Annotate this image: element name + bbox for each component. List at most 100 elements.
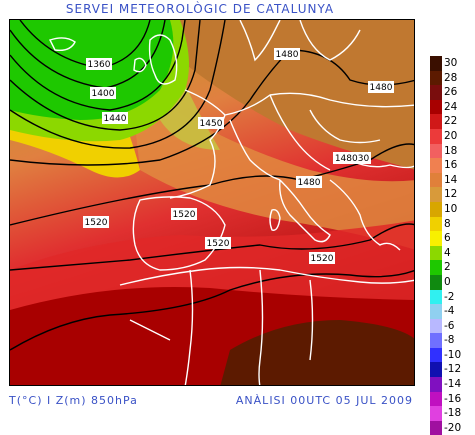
- legend-row: -12: [430, 362, 475, 378]
- legend-label: -10: [444, 348, 462, 361]
- legend-row: 4: [430, 245, 475, 261]
- legend-swatch: [430, 289, 442, 305]
- legend-row: -4: [430, 304, 475, 319]
- legend-swatch: [430, 304, 442, 319]
- legend-row: 6: [430, 231, 475, 246]
- legend-label: 18: [444, 144, 458, 157]
- contour-label-1450: 1450: [200, 119, 223, 129]
- zone-orange: [130, 80, 414, 250]
- legend-label: -14: [444, 378, 462, 391]
- legend-swatch: [430, 128, 442, 144]
- legend-swatch: [430, 187, 442, 202]
- legend-label: -4: [444, 305, 455, 318]
- legend-label: 20: [444, 129, 458, 142]
- legend-swatch: [430, 231, 442, 246]
- legend-swatch: [430, 333, 442, 348]
- legend-swatch: [430, 318, 442, 334]
- legend-row: 28: [430, 70, 475, 86]
- legend-swatch: [430, 85, 442, 100]
- legend-swatch: [430, 274, 442, 290]
- legend-swatch: [430, 347, 442, 363]
- legend-swatch: [430, 391, 442, 407]
- legend-row: 20: [430, 128, 475, 144]
- legend-label: -12: [444, 363, 462, 376]
- legend-row: -18: [430, 406, 475, 421]
- zone-hot-core: [220, 320, 414, 385]
- temperature-legend: 30 28 26 24 22 20 18 16 14 12 10 8 6 4 2 0 -2 -4 -6 -8 -10 -1…: [430, 56, 475, 435]
- contour-label-1520-iberia: 1520: [173, 210, 196, 220]
- legend-swatch: [430, 420, 442, 435]
- legend-label: -18: [444, 407, 462, 420]
- legend-row: 2: [430, 260, 475, 275]
- legend-label: 16: [444, 159, 458, 172]
- contour-label-1520-west: 1520: [85, 218, 108, 228]
- legend-swatch: [430, 245, 442, 261]
- legend-row: -20: [430, 420, 475, 435]
- legend-swatch: [430, 99, 442, 115]
- legend-swatch: [430, 158, 442, 173]
- legend-row: -2: [430, 289, 475, 305]
- legend-row: 12: [430, 187, 475, 202]
- legend-label: -16: [444, 392, 462, 405]
- legend-label: -2: [444, 290, 455, 303]
- legend-row: 0: [430, 274, 475, 290]
- legend-label: -6: [444, 319, 455, 332]
- legend-swatch: [430, 172, 442, 188]
- legend-row: -16: [430, 391, 475, 407]
- legend-label: 2: [444, 261, 451, 274]
- legend-row: 22: [430, 114, 475, 129]
- contour-label-1520-east: 1520: [311, 254, 334, 264]
- analysis-caption: ANÀLISI 00UTC 05 JUL 2009: [235, 394, 413, 407]
- legend-row: 16: [430, 158, 475, 173]
- legend-swatch: [430, 201, 442, 217]
- variables-caption: T(°C) I Z(m) 850hPa: [9, 394, 138, 407]
- legend-row: 14: [430, 172, 475, 188]
- contour-label-148030: 148030: [335, 154, 370, 164]
- contour-label-1480-east: 1480: [370, 83, 393, 93]
- contour-label-1360: 1360: [88, 60, 111, 70]
- legend-swatch: [430, 216, 442, 232]
- legend-label: 24: [444, 100, 458, 113]
- contour-label-1480-north: 1480: [276, 50, 299, 60]
- legend-swatch: [430, 406, 442, 421]
- coastlines: [49, 20, 414, 385]
- legend-swatch: [430, 377, 442, 392]
- warm-zone-northeast: [160, 20, 414, 170]
- legend-label: 12: [444, 188, 458, 201]
- legend-label: 30: [444, 57, 458, 69]
- legend-label: 6: [444, 232, 451, 245]
- contour-labels: 1360 1400 1440 1450 1480 1480 1480 14803…: [83, 48, 394, 264]
- page-title: SERVEI METEOROLÒGIC DE CATALUNYA: [65, 2, 335, 16]
- legend-label: 14: [444, 173, 458, 186]
- legend-row: -8: [430, 333, 475, 348]
- legend-row: 26: [430, 85, 475, 100]
- legend-row: 30: [430, 56, 475, 71]
- contour-label-1480-south: 1480: [298, 178, 321, 188]
- legend-swatch: [430, 114, 442, 129]
- legend-row: 10: [430, 201, 475, 217]
- legend-row: -10: [430, 347, 475, 363]
- legend-row: 8: [430, 216, 475, 232]
- legend-row: 24: [430, 99, 475, 115]
- legend-swatch: [430, 56, 442, 71]
- legend-swatch: [430, 260, 442, 275]
- legend-label: 28: [444, 71, 458, 84]
- legend-label: -20: [444, 421, 462, 434]
- map-canvas: 1360 1400 1440 1450 1480 1480 1480 14803…: [10, 20, 414, 385]
- legend-label: 8: [444, 217, 451, 230]
- legend-label: 4: [444, 246, 451, 259]
- legend-swatch: [430, 362, 442, 378]
- temperature-map: 1360 1400 1440 1450 1480 1480 1480 14803…: [9, 19, 415, 386]
- contour-label-1440: 1440: [104, 114, 127, 124]
- legend-row: 18: [430, 143, 475, 159]
- legend-swatch: [430, 70, 442, 86]
- legend-label: 0: [444, 275, 451, 288]
- legend-swatch: [430, 143, 442, 159]
- zone-red: [10, 220, 414, 310]
- legend-label: 10: [444, 202, 458, 215]
- contour-label-1520-mediterranean: 1520: [207, 239, 230, 249]
- legend-row: -6: [430, 318, 475, 334]
- legend-label: 26: [444, 86, 458, 99]
- legend-label: -8: [444, 334, 455, 347]
- geopotential-contours: [10, 20, 414, 351]
